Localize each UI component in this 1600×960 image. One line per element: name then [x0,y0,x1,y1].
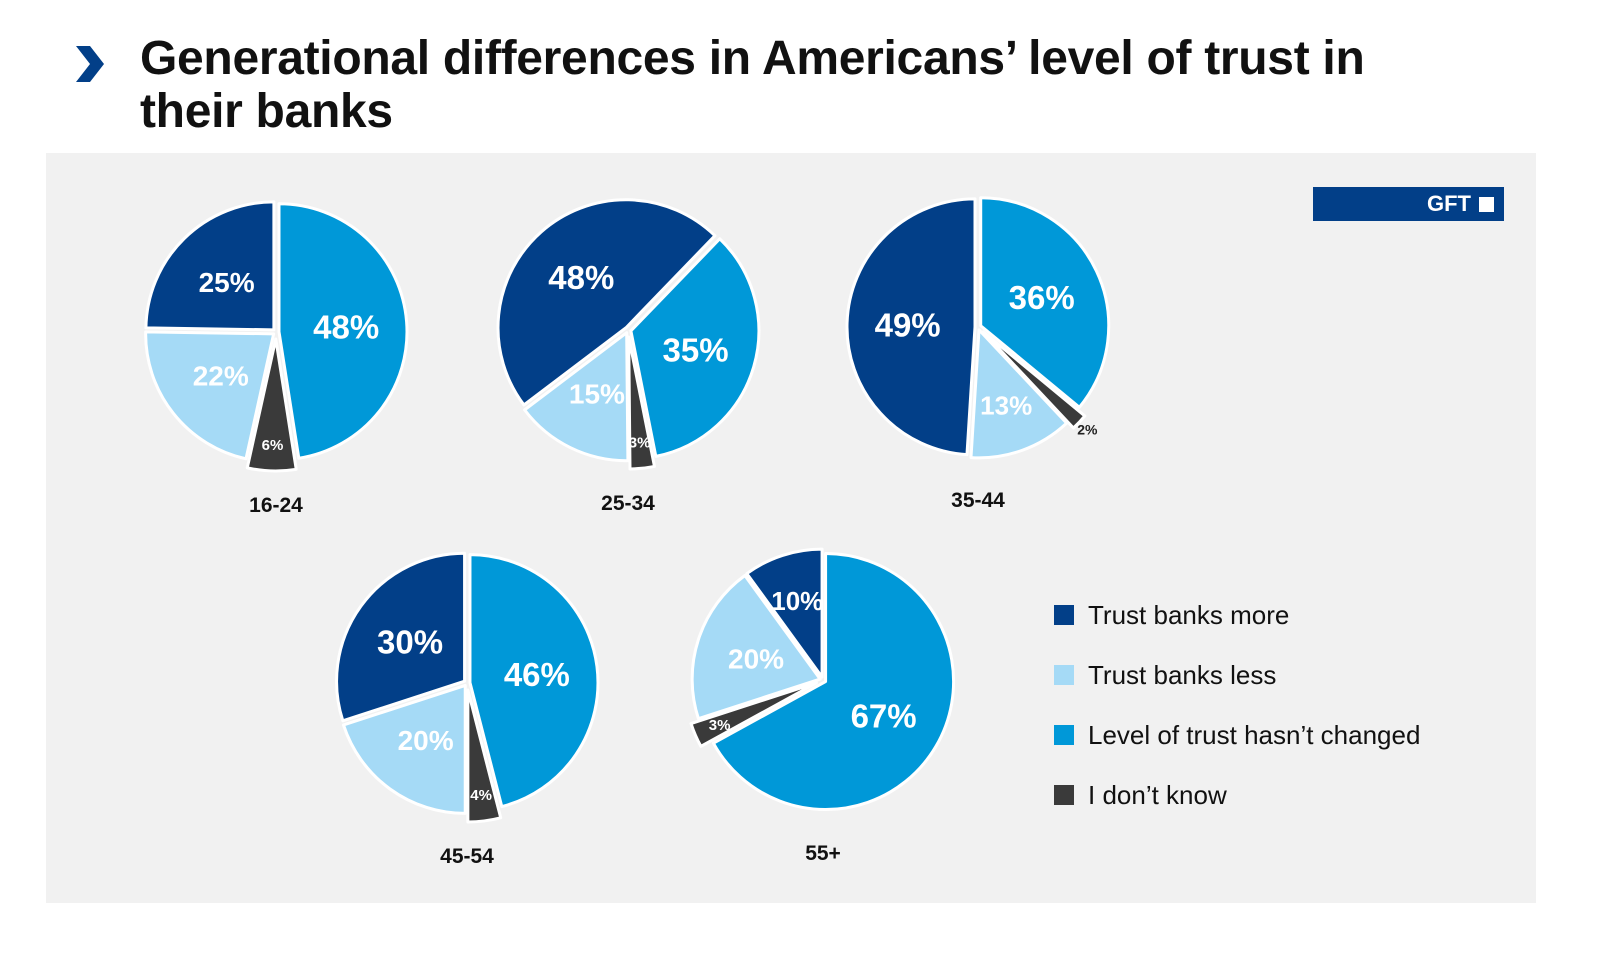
page-title: Generational differences in Americans’ l… [140,32,1365,138]
pie-slice [690,574,822,721]
legend-swatch [1054,785,1074,805]
pie-slice [689,681,819,748]
pie-slice [979,196,1111,409]
legend-label: Level of trust hasn’t changed [1088,719,1421,750]
legend-swatch [1054,665,1074,685]
legend-item-unchanged: Level of trust hasn’t changed [1054,705,1420,765]
gft-label: GFT [1427,191,1471,216]
legend-item-more: Trust banks more [1054,585,1420,645]
data-label: 49% [875,307,941,344]
category-label: 25-34 [601,492,655,515]
pie-slice [969,328,1069,460]
category-label: 55+ [805,842,841,865]
gft-badge: GFT [1313,187,1504,221]
data-label: 48% [548,259,614,296]
chevron-right-icon [76,46,104,82]
data-label: 15% [569,378,625,409]
data-label: 3% [709,717,731,734]
data-label: 20% [398,725,454,756]
legend-swatch [1054,605,1074,625]
data-label: 36% [1009,279,1075,316]
legend-swatch [1054,725,1074,745]
pie-slice [523,331,630,463]
pie-55+: 67% 3% 20% 10% 55+ [689,547,956,865]
data-label: 20% [728,643,784,674]
category-label: 16-24 [249,494,303,517]
legend-label: Trust banks less [1088,659,1277,690]
data-label: 6% [262,437,284,454]
data-label: 46% [504,656,570,693]
data-label: 30% [377,623,443,660]
data-label: 48% [313,308,379,345]
pie-slice [245,337,298,473]
pie-slice [745,547,824,679]
pie-16-24: 48% 6% 22% 25% 16-24 [144,200,409,517]
pie-slice [335,551,467,723]
category-label: 35-44 [951,489,1005,512]
pie-slice [144,330,276,461]
pie-slice [277,202,409,460]
data-label: 3% [629,434,651,451]
data-label: 22% [193,361,249,392]
legend: Trust banks more Trust banks less Level … [1054,585,1420,825]
legend-item-dont-know: I don’t know [1054,765,1420,825]
data-label: 4% [470,787,492,804]
pie-slice [629,237,761,458]
data-label: 10% [771,586,823,616]
pie-slice [981,330,1087,430]
pie-slice [468,553,600,809]
pie-slice [144,200,276,332]
pie-35-44: 36% 2% 13% 49% 35-44 [845,196,1111,512]
data-label: 2% [1077,422,1098,438]
pie-slice [496,198,717,407]
pie-slice [845,197,977,457]
data-label: 25% [199,267,255,298]
square-icon [1479,196,1494,212]
pie-25-34: 35% 3% 15% 48% 25-34 [496,198,761,515]
category-label: 45-54 [440,845,494,868]
legend-item-less: Trust banks less [1054,645,1420,705]
legend-label: I don’t know [1088,779,1227,810]
pie-45-54: 46% 4% 20% 30% 45-54 [335,551,600,868]
data-label: 35% [663,332,729,369]
pie-slice [711,552,956,811]
legend-label: Trust banks more [1088,599,1290,630]
pie-slice [627,335,656,471]
data-label: 13% [980,391,1032,421]
pie-slice [466,688,503,824]
data-label: 67% [851,698,917,735]
pie-slice [342,683,467,815]
